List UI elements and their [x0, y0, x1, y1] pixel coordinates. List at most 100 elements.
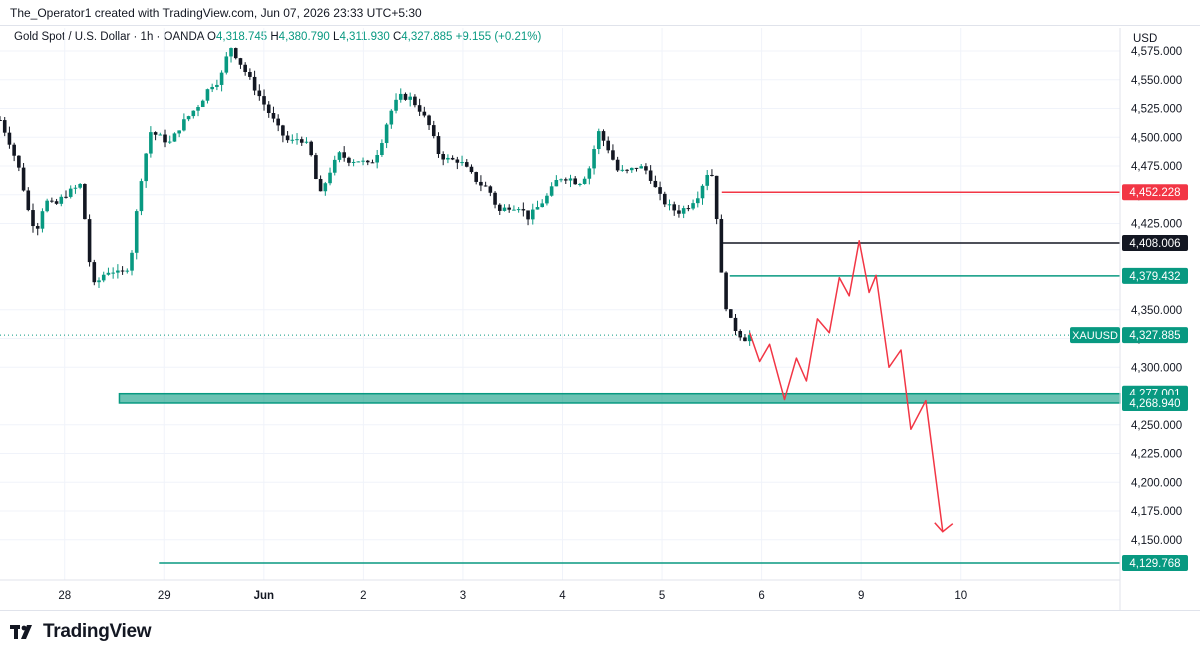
candle-body: [728, 309, 733, 318]
high-value: 4,380.790: [278, 31, 330, 43]
candle-body: [215, 84, 219, 87]
candle-body: [568, 178, 573, 181]
candle-body: [427, 115, 431, 126]
support-zone: [118, 392, 1121, 404]
change-value: +9.155 (+0.21%): [455, 31, 542, 43]
x-tick-label: 2: [360, 590, 366, 602]
candle-body: [158, 134, 163, 136]
candle-body: [464, 162, 469, 167]
candle-body: [648, 170, 653, 181]
x-tick-label: 5: [659, 590, 665, 602]
candle-body: [191, 110, 196, 117]
candle-body: [521, 209, 526, 211]
candle-body: [620, 169, 625, 171]
brand-name: TradingView: [43, 621, 152, 642]
candle-body: [40, 211, 45, 229]
candle-body: [714, 175, 719, 220]
candle-body: [677, 210, 681, 214]
symbol-tag-bg: [1070, 327, 1120, 344]
candle-body: [134, 211, 139, 253]
x-tick-label: 10: [954, 590, 967, 602]
candle-body: [285, 135, 290, 141]
projection-line: [748, 240, 944, 532]
candle-body: [116, 270, 120, 273]
time-axis: 28 29 Jun 2 3 4 5 6 9 10: [58, 590, 967, 602]
candle-body: [332, 159, 337, 173]
candle-body: [507, 207, 511, 210]
candle-body: [398, 93, 403, 100]
symbol-tag: XAUUSD: [1072, 330, 1118, 342]
x-tick-label: 6: [758, 590, 764, 602]
candle-body: [389, 110, 394, 125]
candle-body: [17, 155, 21, 168]
candle-body: [634, 167, 639, 169]
candle-body: [73, 187, 78, 189]
candle-body: [200, 100, 205, 108]
x-tick-label: 4: [559, 590, 566, 602]
symbol-name[interactable]: Gold Spot / U.S. Dollar · 1h · OANDA: [14, 31, 204, 43]
level-badge-bg: [1122, 184, 1188, 201]
candle-body: [167, 141, 172, 143]
candle-body: [365, 160, 370, 163]
candle-body: [318, 178, 323, 192]
candle-body: [97, 280, 101, 283]
candle-body: [130, 252, 134, 271]
candle-body: [526, 210, 530, 220]
candle-body: [705, 174, 710, 186]
candle-body: [559, 179, 563, 181]
y-tick-label: 4,175.000: [1131, 506, 1182, 518]
candle-body: [83, 183, 87, 220]
candle-body: [252, 76, 257, 91]
candle-body: [45, 200, 49, 212]
y-tick-label: 4,250.000: [1131, 420, 1182, 432]
candle-body: [186, 116, 191, 120]
currency-label: USD: [1133, 33, 1157, 45]
candle-body: [370, 162, 375, 164]
candle-body: [314, 155, 318, 179]
candle-body: [667, 204, 672, 206]
candle-body: [413, 96, 417, 106]
open-key: O: [207, 31, 216, 43]
price-chart[interactable]: USD 4,150.000 4,175.000 4,200.000 4,225.000…: [0, 0, 1200, 610]
price-levels: [0, 191, 1121, 564]
high-key: H: [270, 31, 279, 43]
candle-body: [361, 160, 365, 162]
candle-body: [262, 96, 266, 105]
candle-body: [125, 270, 130, 272]
candle-body: [700, 185, 705, 199]
candle-body: [493, 192, 497, 205]
candle-body: [743, 337, 747, 342]
candle-body: [460, 162, 464, 164]
candle-body: [710, 174, 714, 176]
chart-grid: [0, 28, 1120, 580]
candle-body: [78, 183, 82, 188]
candle-body: [644, 166, 648, 171]
candle-body: [738, 331, 743, 338]
last-price-badge: 4,327.885: [1129, 330, 1180, 342]
candle-body: [224, 56, 229, 73]
candle-body: [592, 149, 596, 169]
candle-body: [219, 72, 224, 85]
candle-body: [309, 141, 313, 156]
close-value: 4,327.885: [401, 31, 453, 43]
candle-body: [64, 196, 68, 198]
brand[interactable]: TradingView: [10, 621, 152, 643]
candle-body: [347, 157, 351, 163]
price-axis: 4,150.000 4,175.000 4,200.000 4,225.000 4,25…: [1131, 46, 1182, 547]
candle-body: [672, 204, 677, 211]
y-tick-label: 4,550.000: [1131, 75, 1182, 87]
candle-body: [205, 89, 210, 101]
candle-body: [7, 132, 12, 145]
x-tick-label: 28: [58, 590, 71, 602]
candle-body: [554, 179, 559, 187]
candle-body: [163, 134, 167, 143]
zone-bottom-badge: 4,268.940: [1129, 398, 1180, 410]
candle-body: [403, 93, 408, 100]
candle-body: [653, 180, 658, 188]
projection-path: [748, 240, 954, 533]
candle-body: [587, 168, 592, 179]
candle-body: [629, 167, 634, 171]
zone-bottom-badge-bg: [1122, 394, 1188, 411]
y-tick-label: 4,575.000: [1131, 46, 1182, 58]
low-key: L: [333, 31, 340, 43]
